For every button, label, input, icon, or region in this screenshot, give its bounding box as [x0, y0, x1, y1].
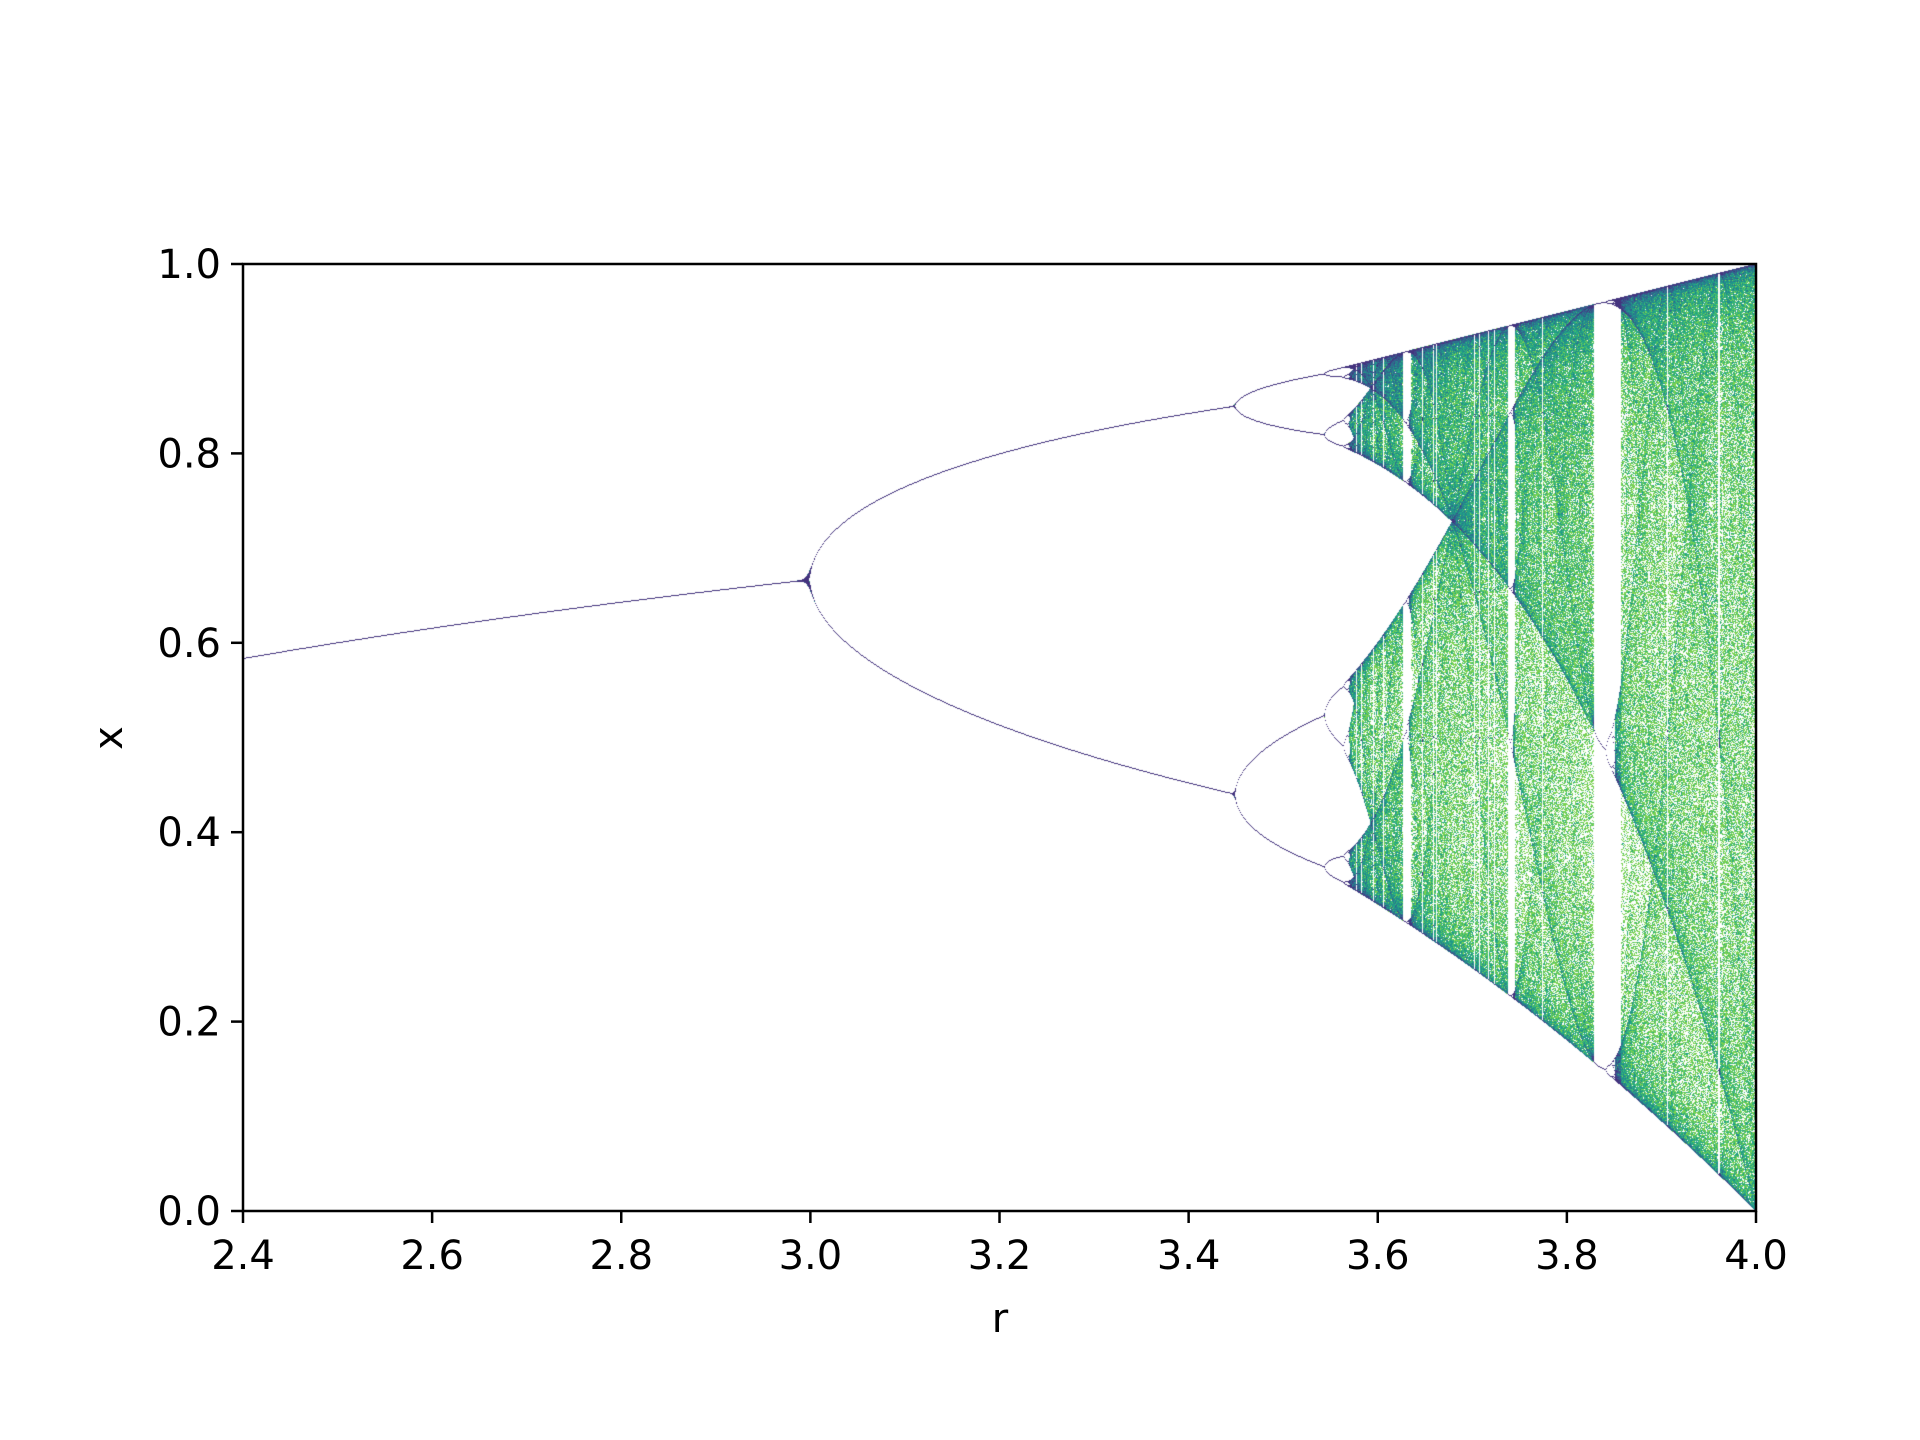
x-axis-label: r [992, 1296, 1009, 1342]
x-tick-label: 3.8 [1535, 1233, 1599, 1279]
x-tick-label: 4.0 [1724, 1233, 1788, 1279]
y-tick-label: 0.0 [157, 1189, 221, 1235]
x-tick-label: 3.0 [779, 1233, 843, 1279]
axes-border [241, 262, 1758, 1213]
y-axis-label: x [86, 726, 132, 750]
x-tick-label: 2.6 [400, 1233, 464, 1279]
y-axis-ticks: 0.0 0.2 0.4 0.6 0.8 1.0 [157, 242, 243, 1235]
x-tick-label: 3.2 [968, 1233, 1032, 1279]
x-tick-label: 2.8 [589, 1233, 653, 1279]
y-tick-label: 0.8 [157, 431, 221, 477]
bifurcation-density-plot [243, 264, 1756, 1211]
y-tick-label: 0.2 [157, 1000, 221, 1046]
x-tick-label: 3.4 [1157, 1233, 1221, 1279]
y-tick-label: 0.4 [157, 810, 221, 856]
x-axis-ticks: 2.4 2.6 2.8 3.0 3.2 3.4 3.6 3.8 4.0 [211, 1211, 1788, 1279]
x-tick-label: 3.6 [1346, 1233, 1410, 1279]
x-tick-label: 2.4 [211, 1233, 275, 1279]
axes-frame [241, 262, 1758, 1213]
y-tick-label: 1.0 [157, 242, 221, 288]
y-tick-label: 0.6 [157, 621, 221, 667]
